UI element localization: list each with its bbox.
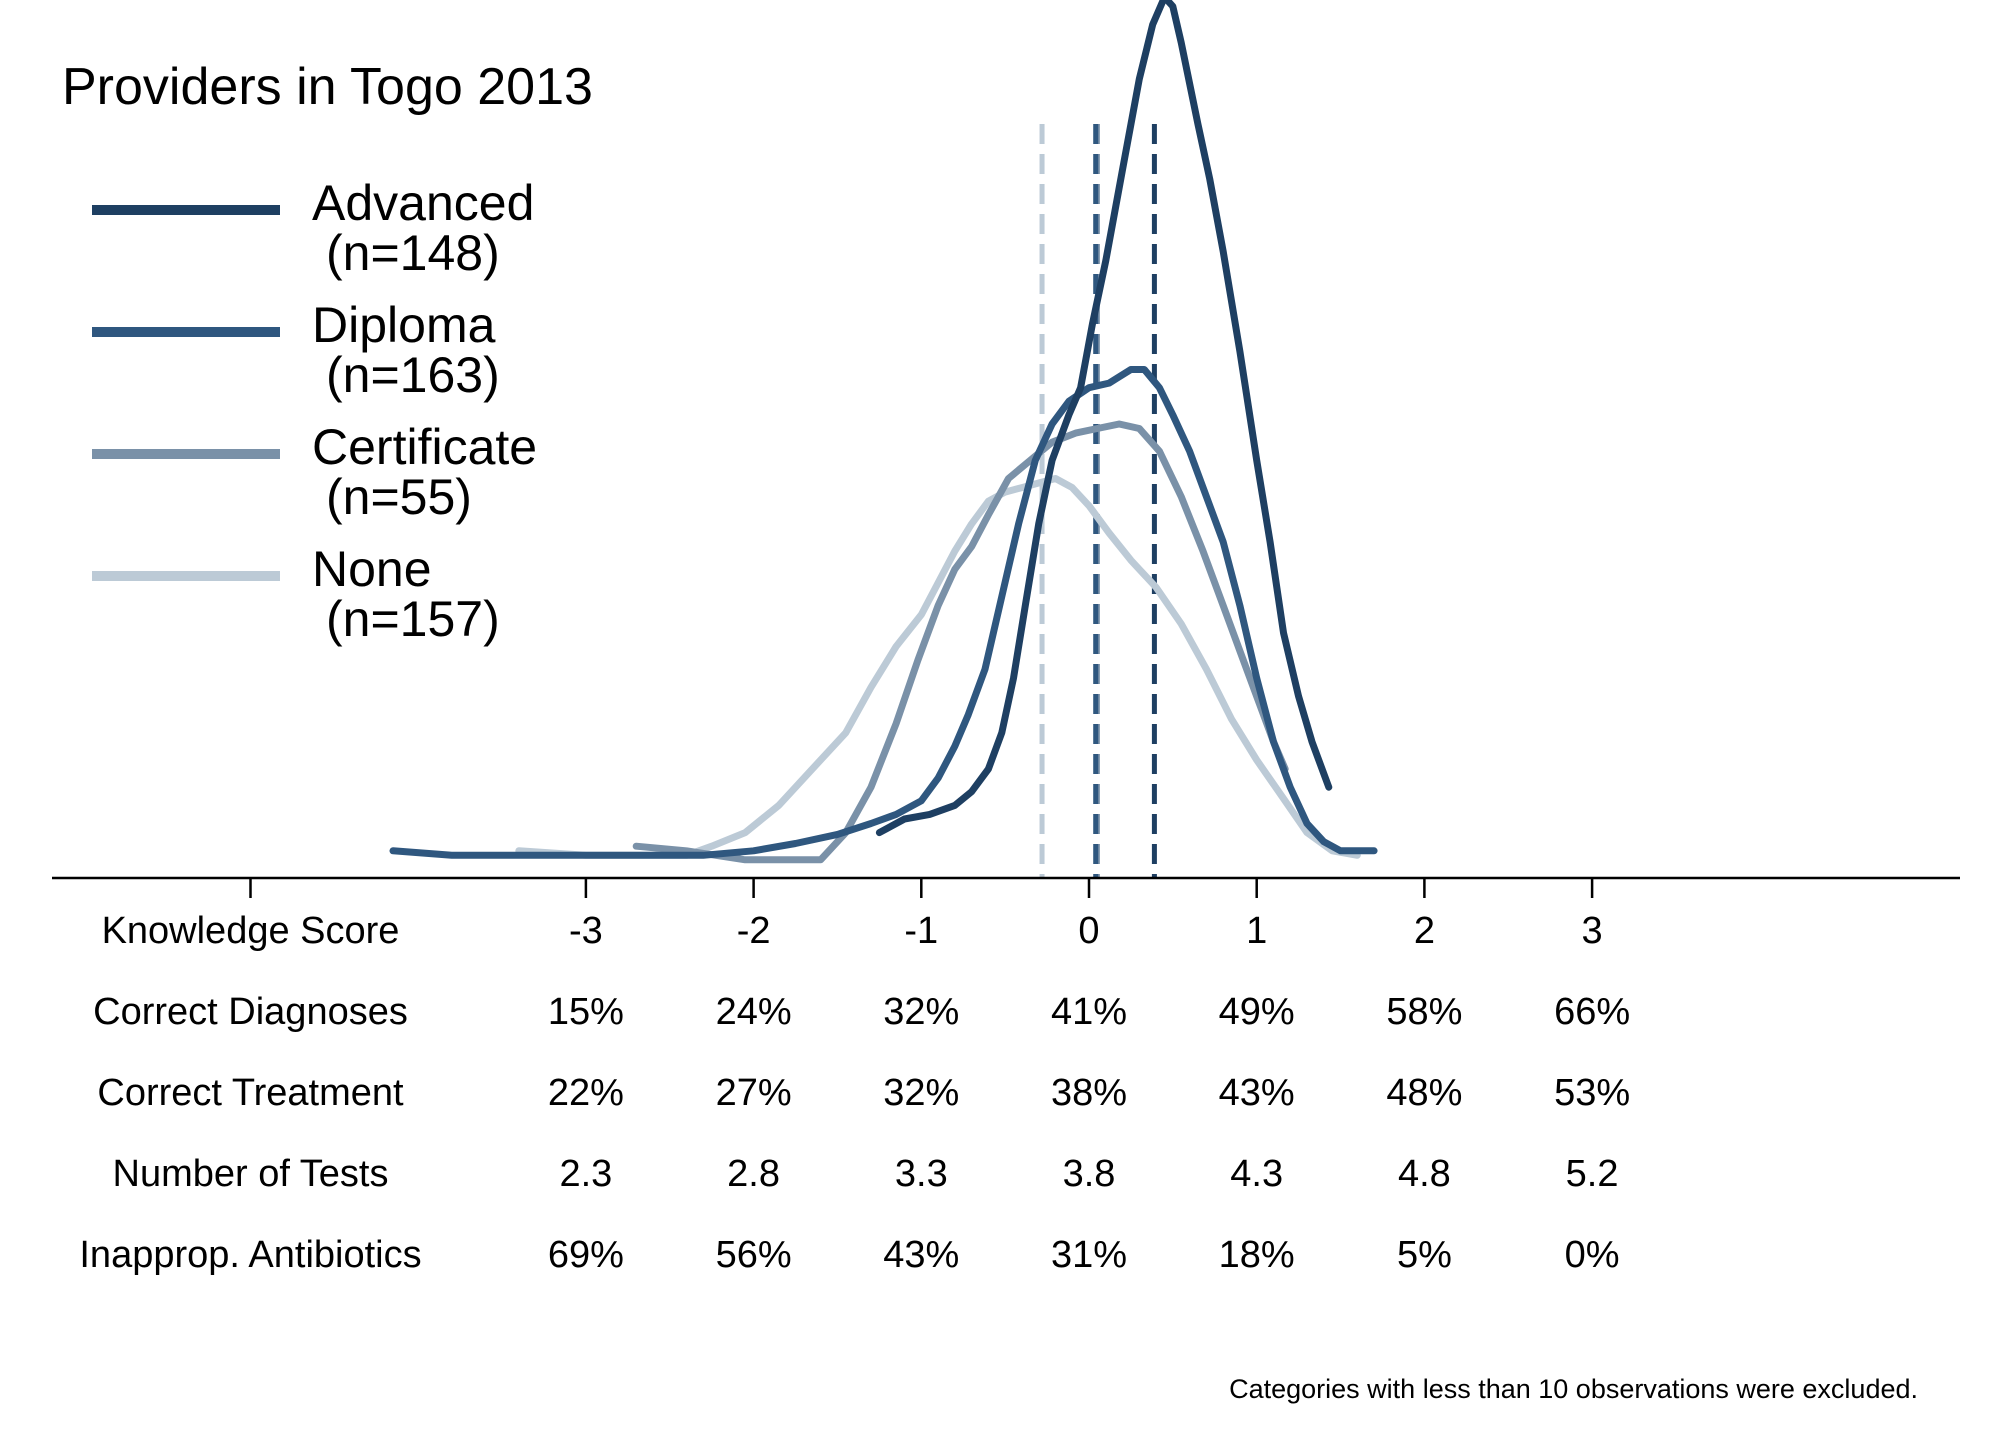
table-cell: 56% — [716, 1234, 792, 1276]
table-cell: 41% — [1051, 991, 1127, 1033]
x-tick-label: -2 — [737, 910, 771, 952]
density-curves — [389, 0, 1378, 864]
table-cell: 18% — [1219, 1234, 1295, 1276]
x-tick-label: 1 — [1246, 910, 1267, 952]
x-tick-label: 3 — [1582, 910, 1603, 952]
chart-title: Providers in Togo 2013 — [62, 58, 593, 116]
table-cell: 53% — [1554, 1072, 1630, 1114]
x-tick-label: 2 — [1414, 910, 1435, 952]
table-cell: 69% — [548, 1234, 624, 1276]
table-cell: 5% — [1397, 1234, 1452, 1276]
table-cell: 58% — [1386, 991, 1462, 1033]
row-label-correct-diagnoses: Correct Diagnoses — [93, 991, 408, 1033]
row-label-knowledge-score: Knowledge Score — [102, 910, 400, 952]
series-line-certificate — [632, 420, 1289, 864]
legend-count-diploma: (n=163) — [326, 347, 500, 403]
table-cell: 48% — [1386, 1072, 1462, 1114]
legend-label-advanced: Advanced — [312, 175, 534, 231]
table-cell: 15% — [548, 991, 624, 1033]
mean-lines — [1039, 124, 1157, 878]
row-label-inapprop-antibiotics: Inapprop. Antibiotics — [79, 1234, 421, 1276]
table-cell: 0% — [1565, 1234, 1620, 1276]
legend-count-none: (n=157) — [326, 591, 500, 647]
legend-count-certificate: (n=55) — [326, 469, 472, 525]
table-cell: 3.3 — [895, 1153, 948, 1195]
table-cell: 66% — [1554, 991, 1630, 1033]
table-cell: 2.8 — [727, 1153, 780, 1195]
legend-label-certificate: Certificate — [312, 419, 537, 475]
table-cell: 31% — [1051, 1234, 1127, 1276]
table-cell: 4.3 — [1230, 1153, 1283, 1195]
table-cell: 32% — [883, 1072, 959, 1114]
table-cell: 5.2 — [1566, 1153, 1619, 1195]
table-cell: 27% — [716, 1072, 792, 1114]
summary-table: Knowledge Score -3 -2 -1 0 1 2 3 Correct Diagnos… — [79, 910, 1630, 1276]
row-label-correct-treatment: Correct Treatment — [97, 1072, 404, 1114]
legend: Advanced(n=148) Diploma(n=163) Certificate… — [92, 175, 537, 647]
legend-label-diploma: Diploma — [312, 297, 496, 353]
table-cell: 43% — [1219, 1072, 1295, 1114]
table-cell: 38% — [1051, 1072, 1127, 1114]
footnote: Categories with less than 10 observation… — [1229, 1374, 1918, 1404]
table-cell: 43% — [883, 1234, 959, 1276]
series-line-none — [515, 475, 1361, 859]
table-cell: 4.8 — [1398, 1153, 1451, 1195]
x-tick-label: 0 — [1078, 910, 1099, 952]
row-label-number-of-tests: Number of Tests — [113, 1153, 389, 1195]
table-cell: 32% — [883, 991, 959, 1033]
x-axis-ticks — [249, 878, 1594, 898]
x-tick-label: -1 — [904, 910, 938, 952]
legend-label-none: None — [312, 541, 432, 597]
series-line-diploma — [389, 366, 1378, 859]
table-cell: 3.8 — [1063, 1153, 1116, 1195]
series-line-advanced — [875, 0, 1333, 837]
table-cell: 49% — [1219, 991, 1295, 1033]
table-cell: 2.3 — [559, 1153, 612, 1195]
x-tick-label: -3 — [569, 910, 603, 952]
legend-count-advanced: (n=148) — [326, 225, 500, 281]
table-cell: 24% — [716, 991, 792, 1033]
table-cell: 22% — [548, 1072, 624, 1114]
